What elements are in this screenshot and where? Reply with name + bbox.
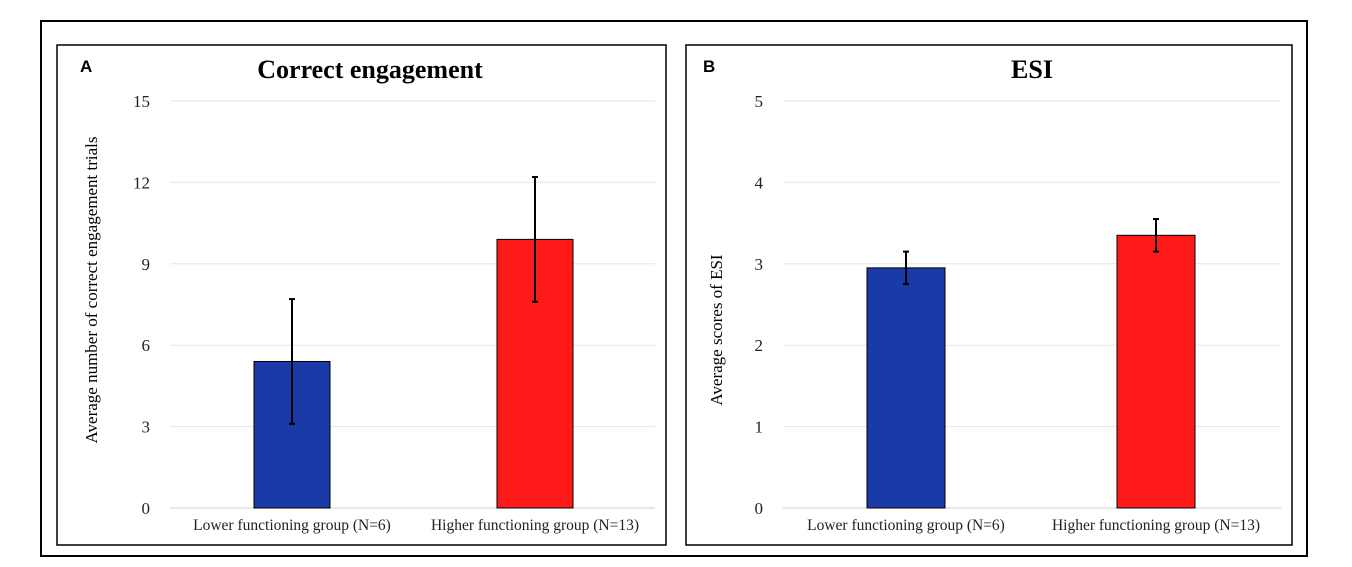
panel-b-ylabel: Average scores of ESI: [707, 254, 726, 406]
panel-a-category-label: Higher functioning group (N=13): [431, 517, 639, 534]
panel-b-label: B: [703, 57, 715, 76]
panel-a-plot: 0 3 6 9 12 15 Lower functioning group (N=6) Hig…: [133, 92, 655, 534]
panel-b-ytick-label: 3: [755, 255, 764, 274]
panel-b-ytick-label: 5: [755, 92, 764, 111]
panel-b-category-label: Higher functioning group (N=13): [1052, 517, 1260, 534]
panel-a-frame: [56, 44, 667, 546]
panel-a-ytick-label: 3: [142, 418, 151, 437]
panel-b-ytick-label: 4: [755, 173, 764, 192]
panel-a-category-label: Lower functioning group (N=6): [193, 517, 391, 534]
panel-b-bar: [1116, 234, 1196, 509]
panel-a-ytick-label: 15: [133, 92, 150, 111]
figure-frame: [40, 20, 1308, 557]
panel-a-ytick-label: 0: [142, 499, 151, 518]
panel-a-title: Correct engagement: [257, 55, 483, 84]
panel-a-ytick-label: 6: [142, 336, 151, 355]
panel-b-ytick-label: 1: [755, 418, 764, 437]
panel-a-ytick-label: 9: [142, 255, 151, 274]
panel-b-ytick-label: 0: [755, 499, 764, 518]
panel-a-label: A: [80, 57, 92, 76]
panel-b-category-label: Lower functioning group (N=6): [807, 517, 1005, 534]
panel-b-plot: 0 1 2 3 4 5 Lower functioning group (N=6) Highe…: [755, 92, 1281, 534]
panel-b-bar: [866, 267, 946, 509]
panel-a-ylabel: Average number of correct engagement tri…: [82, 137, 101, 444]
panel-b-ytick-label: 2: [755, 336, 764, 355]
panel-a-ytick-label: 12: [133, 173, 150, 192]
panel-b-frame: [685, 44, 1293, 546]
panel-b-title: ESI: [1011, 55, 1053, 84]
